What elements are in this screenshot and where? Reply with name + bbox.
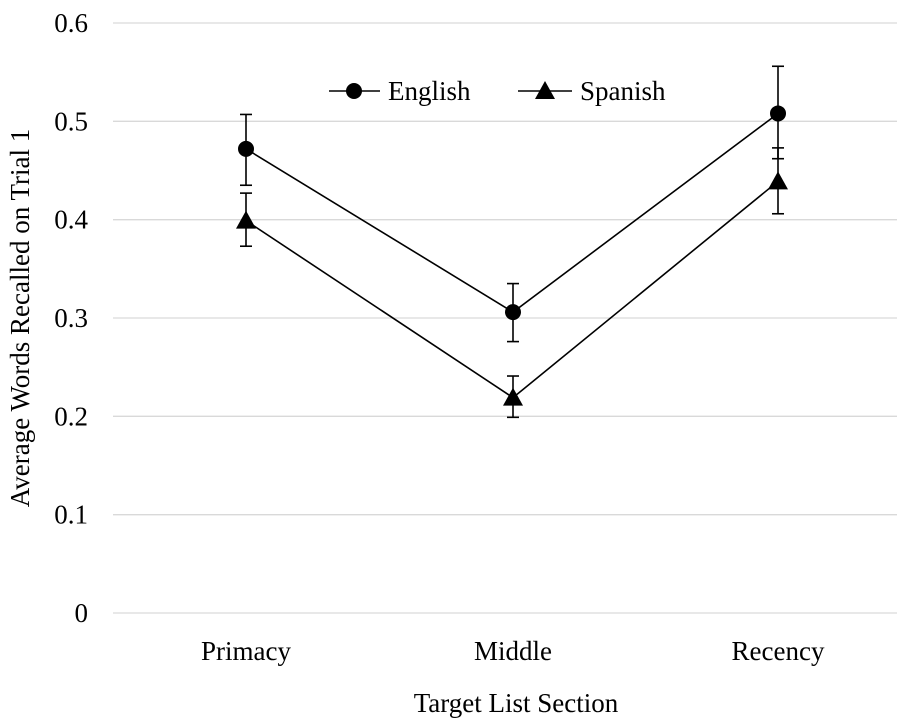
series-line bbox=[245, 180, 779, 399]
series-english bbox=[238, 65, 786, 343]
y-tick-label: 0.4 bbox=[54, 205, 88, 235]
data-point bbox=[768, 171, 788, 190]
x-tick-label: Middle bbox=[474, 636, 552, 666]
y-tick-label: 0 bbox=[75, 598, 89, 628]
y-axis-ticks: 0 0.1 0.2 0.3 0.4 0.5 0.6 bbox=[54, 8, 88, 628]
data-point bbox=[770, 105, 786, 122]
x-axis-title: Target List Section bbox=[414, 688, 619, 718]
legend-marker bbox=[535, 81, 555, 99]
y-tick-label: 0.2 bbox=[54, 401, 88, 431]
y-tick-label: 0.3 bbox=[54, 303, 88, 333]
x-axis-ticks: Primacy Middle Recency bbox=[201, 636, 825, 666]
legend-item-spanish: Spanish bbox=[518, 76, 666, 106]
data-point bbox=[236, 210, 256, 229]
x-tick-label: Recency bbox=[732, 636, 825, 666]
y-tick-label: 0.6 bbox=[54, 8, 88, 38]
legend-label: English bbox=[388, 76, 471, 106]
data-point bbox=[503, 387, 523, 406]
y-axis-title: Average Words Recalled on Trial 1 bbox=[5, 129, 35, 508]
data-point bbox=[238, 140, 254, 157]
y-tick-label: 0.1 bbox=[54, 500, 88, 530]
legend-label: Spanish bbox=[580, 76, 666, 106]
data-point bbox=[505, 304, 521, 321]
series-line bbox=[245, 112, 779, 314]
series bbox=[236, 65, 788, 419]
x-tick-label: Primacy bbox=[201, 636, 291, 666]
legend: English Spanish bbox=[329, 76, 666, 106]
series-spanish bbox=[236, 147, 788, 419]
y-tick-label: 0.5 bbox=[54, 106, 88, 136]
legend-marker bbox=[346, 83, 362, 99]
legend-item-english: English bbox=[329, 76, 471, 106]
